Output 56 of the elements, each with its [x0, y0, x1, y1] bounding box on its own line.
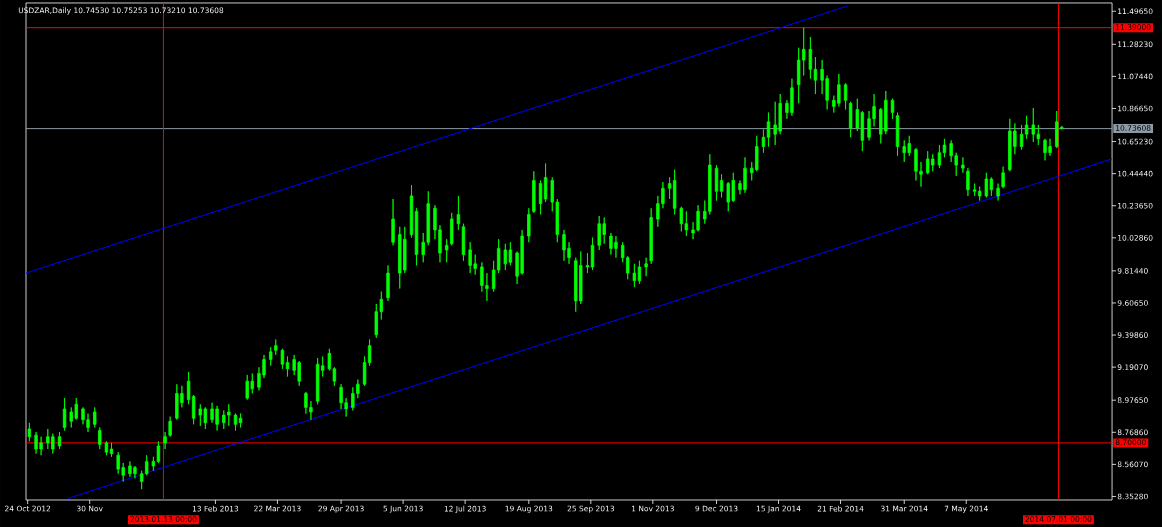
candlestick: [362, 356, 367, 387]
candlestick: [942, 138, 947, 158]
candlestick: [274, 339, 278, 356]
candlestick: [532, 170, 536, 214]
candlestick: [538, 180, 543, 215]
candlestick: [632, 263, 637, 288]
candlestick: [332, 366, 337, 387]
candlestick: [233, 413, 238, 431]
candlestick: [961, 156, 965, 174]
candlestick: [109, 442, 114, 458]
candlestick: [585, 252, 590, 274]
candlestick: [1001, 166, 1005, 189]
candlestick: [27, 422, 32, 442]
candlestick: [966, 167, 970, 197]
candlestick: [238, 413, 243, 428]
candlestick: [890, 98, 895, 120]
candlestick: [719, 173, 724, 198]
candlestick: [391, 198, 395, 246]
candlestick: [503, 243, 508, 271]
candlestick: [98, 427, 102, 450]
candlestick: [843, 82, 848, 110]
candlestick: [461, 223, 466, 262]
candlestick: [714, 164, 719, 201]
candlestick: [285, 356, 290, 377]
candlestick: [280, 348, 285, 370]
candlestick: [527, 207, 531, 243]
candlestick: [269, 346, 273, 367]
candlestick: [93, 406, 97, 428]
candlestick: [644, 257, 648, 277]
candlestick: [766, 112, 771, 147]
candlestick: [104, 440, 109, 456]
candlestick: [450, 212, 454, 246]
candlestick: [984, 172, 989, 198]
candlestick: [444, 238, 449, 263]
candlestick: [649, 207, 653, 265]
candlestick: [367, 339, 372, 367]
candlestick: [57, 431, 62, 450]
candlestick: [996, 183, 1000, 201]
candlestick: [672, 169, 677, 215]
candlestick: [327, 348, 332, 371]
candlestick: [848, 101, 853, 138]
candlestick: [761, 129, 766, 154]
candlestick: [168, 416, 172, 438]
candlestick: [895, 112, 900, 157]
candlestick: [977, 186, 982, 201]
candlestick: [543, 163, 548, 203]
candlestick: [456, 195, 461, 231]
candlestick: [62, 397, 67, 431]
candlestick: [972, 183, 977, 197]
candlestick: [386, 264, 390, 302]
candlestick: [590, 237, 595, 271]
candlestick: [409, 184, 414, 238]
candlestick: [163, 431, 167, 450]
candlestick: [937, 144, 942, 169]
candlestick: [414, 207, 419, 266]
candlestick: [198, 403, 203, 427]
